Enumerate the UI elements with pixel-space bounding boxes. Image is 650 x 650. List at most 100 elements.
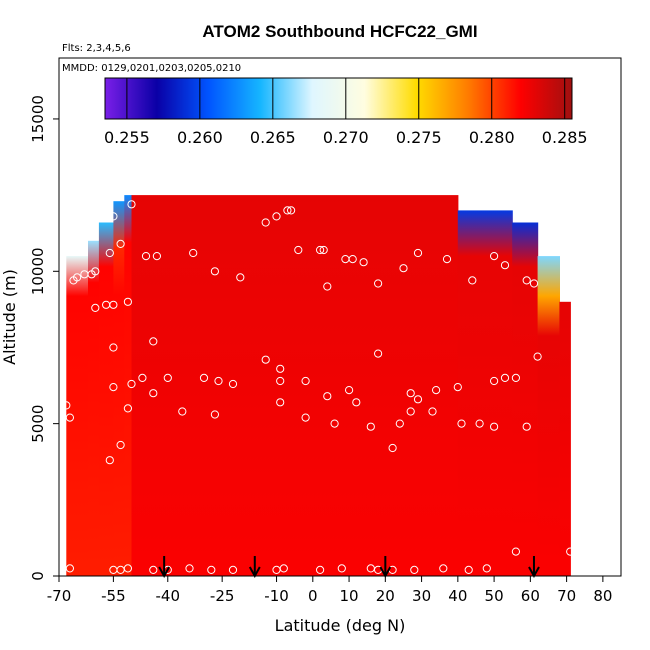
y-tick-label: 10000 <box>29 247 47 295</box>
field-column <box>537 256 560 576</box>
observation-point <box>65 564 75 573</box>
observation-point <box>323 392 332 401</box>
observation-point <box>301 376 310 386</box>
x-tick-label: 30 <box>412 587 431 605</box>
y-axis-label: Altitude (m) <box>0 269 19 365</box>
observation-point <box>432 386 441 395</box>
observation-point <box>413 248 423 258</box>
observation-point <box>316 565 325 575</box>
field-column <box>113 201 125 576</box>
y-tick-label: 5000 <box>29 405 47 443</box>
observation-point <box>352 398 361 407</box>
colorbar-tick-label: 0.280 <box>469 128 515 147</box>
observation-point <box>348 255 357 264</box>
observation-point <box>529 279 539 288</box>
observation-point <box>276 376 285 386</box>
observation-point <box>482 564 491 573</box>
observation-point <box>261 355 270 364</box>
observation-point <box>279 564 288 573</box>
field-column <box>88 240 100 576</box>
observation-point <box>410 565 419 575</box>
x-tick-label: 80 <box>593 587 612 605</box>
observation-point <box>399 264 408 273</box>
x-tick-label: 60 <box>521 587 540 605</box>
x-axis: -70 -55 -40 -25 -10 0 10 20 30 40 50 60 70 80 <box>47 576 612 605</box>
observation-point <box>522 276 531 285</box>
observation-point <box>149 389 158 398</box>
observation-point <box>374 279 383 288</box>
observation-point <box>105 248 114 258</box>
observation-point <box>439 564 448 573</box>
colorbar-tick-label: 0.255 <box>104 128 150 147</box>
y-tick-label: 0 <box>29 571 47 581</box>
observation-point <box>511 547 521 556</box>
observation-point <box>566 547 575 556</box>
observation-point <box>283 206 292 215</box>
x-tick-label: -25 <box>210 587 235 605</box>
observation-point <box>152 252 161 261</box>
observation-point <box>149 337 158 346</box>
observation-point <box>540 230 550 239</box>
observation-point <box>189 248 198 258</box>
field-column <box>512 222 539 576</box>
observation-point <box>123 404 133 413</box>
colorbar-scale <box>104 77 573 120</box>
observation-point <box>453 383 462 392</box>
x-tick-label: -55 <box>101 587 126 605</box>
field-column <box>131 195 459 576</box>
observation-point <box>62 401 71 410</box>
observation-point <box>533 352 542 361</box>
field-column <box>457 210 513 576</box>
observation-point <box>276 364 285 373</box>
colorbar-tick-label: 0.270 <box>323 128 369 147</box>
observation-point <box>199 373 209 382</box>
field-column <box>98 222 114 576</box>
observation-point <box>330 419 339 428</box>
colorbar-tick-label: 0.285 <box>542 128 588 147</box>
observation-point <box>73 273 82 282</box>
observation-point <box>464 565 473 575</box>
observation-point <box>127 200 136 209</box>
observation-point <box>323 282 332 291</box>
observation-point <box>65 413 75 422</box>
colorbar-tick-label: 0.260 <box>177 128 223 147</box>
observation-point <box>210 410 219 419</box>
observation-point <box>91 303 100 312</box>
observation-point <box>316 245 325 255</box>
observation-point <box>109 343 118 352</box>
chart-subtitle-flights: Flts: 2,3,4,5,6 <box>62 43 131 54</box>
colorbar-ticks: 0.255 0.260 0.265 0.270 0.275 0.280 0.285 <box>104 78 588 147</box>
x-tick-label: -70 <box>47 587 72 605</box>
observation-point <box>428 407 437 416</box>
x-tick-label: 40 <box>448 587 467 605</box>
observation-point <box>214 376 223 386</box>
observation-point <box>228 565 238 575</box>
observation-point <box>109 383 118 392</box>
chart-title: ATOM2 Southbound HCFC22_GMI <box>202 22 477 41</box>
x-tick-label: -40 <box>156 587 181 605</box>
observation-point <box>272 212 281 221</box>
observation-point <box>500 261 510 270</box>
observation-point <box>127 379 136 389</box>
observation-point <box>301 413 310 422</box>
observation-point <box>178 407 187 416</box>
observation-point <box>149 565 158 575</box>
x-tick-label: 20 <box>376 587 395 605</box>
x-tick-label: 0 <box>308 587 318 605</box>
observation-points <box>62 200 575 575</box>
observation-point <box>294 245 303 255</box>
observation-point <box>511 373 521 382</box>
observation-point <box>261 218 270 227</box>
observation-point <box>500 373 510 382</box>
observation-point <box>442 255 452 264</box>
observation-point <box>138 373 147 382</box>
observation-point <box>185 564 194 573</box>
concentration-field <box>66 195 571 576</box>
observation-point <box>468 276 477 285</box>
y-axis: 0 5000 10000 15000 <box>29 95 59 581</box>
observation-point <box>123 564 133 573</box>
observation-point <box>276 398 285 407</box>
observation-point <box>228 379 238 389</box>
observation-point <box>359 258 368 267</box>
